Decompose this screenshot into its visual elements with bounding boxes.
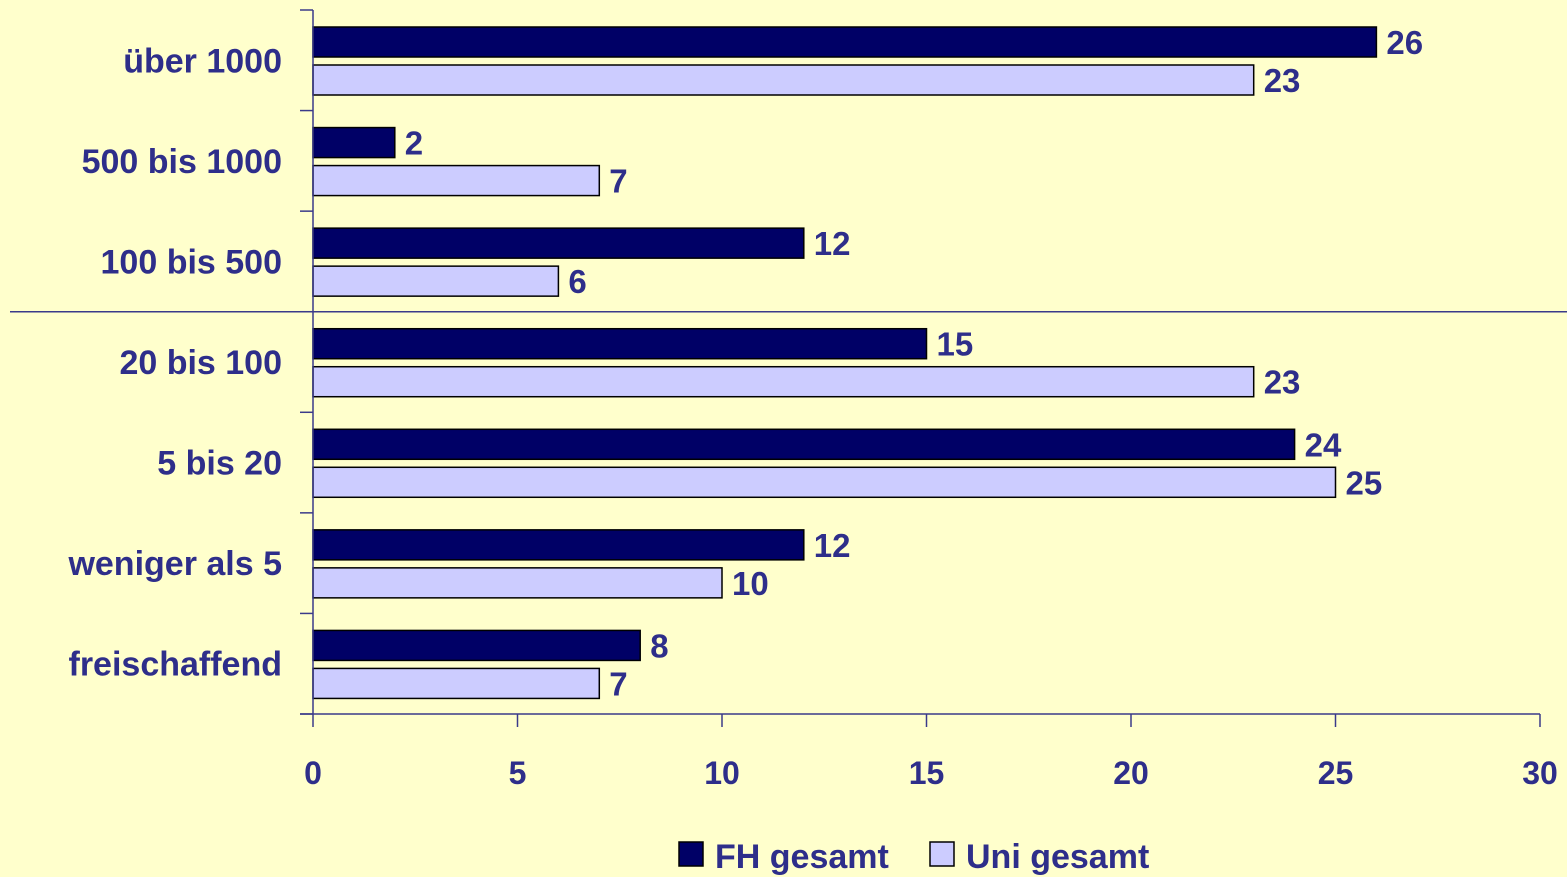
labels-layer: 26 23 über 1000 2 7 500 bis 1000 12 6 100 bis 50… [67,24,1557,791]
bar-uni-gesamt-20-bis-100 [312,365,1255,398]
bar-fh-gesamt-500-bis-1000 [312,126,396,159]
bar-fh-gesamt-weniger-als-5 [312,529,805,561]
x-tick-label-25: 25 [1318,755,1354,791]
x-tick-label-5: 5 [509,755,527,791]
legend-label-uni: Uni gesamt [966,838,1149,876]
bar-fh-gesamt-5-bis-20 [312,428,1296,461]
legend: FH gesamt Uni gesamt [678,838,1149,876]
category-label-500-bis-1000: 500 bis 1000 [82,143,282,181]
category-label-freischaffend: freischaffend [69,646,283,684]
category-label-uber-1000: über 1000 [123,42,282,80]
data-label-uni-gesamt-100-bis-500: 6 [568,263,586,300]
bar-uni-gesamt-uber-1000 [312,64,1255,96]
bar-fh-gesamt-freischaffend [312,629,641,662]
x-tick-label-20: 20 [1113,755,1149,791]
bar-uni-gesamt-weniger-als-5 [312,567,723,599]
bar-fh-gesamt-100-bis-500 [312,227,805,259]
bar-fh-gesamt-uber-1000 [312,26,1378,58]
x-tick-label-15: 15 [909,755,945,791]
category-label-100-bis-500: 100 bis 500 [101,243,282,281]
bars-layer [312,26,1378,700]
bar-uni-gesamt-100-bis-500 [312,265,560,297]
data-label-fh-gesamt-weniger-als-5: 12 [814,527,851,564]
data-label-uni-gesamt-5-bis-20: 25 [1346,464,1383,501]
legend-swatch-fh [678,841,704,867]
category-label-weniger-als-5: weniger als 5 [67,545,282,583]
data-label-uni-gesamt-500-bis-1000: 7 [609,163,627,200]
data-label-fh-gesamt-500-bis-1000: 2 [405,125,423,162]
legend-label-fh: FH gesamt [715,838,889,876]
x-tick-label-30: 30 [1522,755,1558,791]
x-tick-label-10: 10 [704,755,740,791]
data-label-fh-gesamt-5-bis-20: 24 [1305,426,1342,463]
data-label-uni-gesamt-uber-1000: 23 [1264,62,1301,99]
x-tick-label-0: 0 [304,755,322,791]
data-label-uni-gesamt-weniger-als-5: 10 [732,565,769,602]
bar-uni-gesamt-500-bis-1000 [312,164,601,197]
bar-uni-gesamt-5-bis-20 [312,466,1337,499]
data-label-fh-gesamt-uber-1000: 26 [1386,24,1423,61]
data-label-fh-gesamt-20-bis-100: 15 [937,326,974,363]
data-label-fh-gesamt-freischaffend: 8 [650,627,668,664]
axes-layer [10,9,1567,727]
data-label-uni-gesamt-20-bis-100: 23 [1264,364,1301,401]
category-label-5-bis-20: 5 bis 20 [157,445,282,483]
bar-uni-gesamt-freischaffend [312,667,601,700]
category-label-20-bis-100: 20 bis 100 [119,344,282,382]
data-label-fh-gesamt-100-bis-500: 12 [814,225,851,262]
bar-fh-gesamt-20-bis-100 [312,327,928,360]
data-label-uni-gesamt-freischaffend: 7 [609,665,627,702]
legend-swatch-uni [929,841,955,867]
